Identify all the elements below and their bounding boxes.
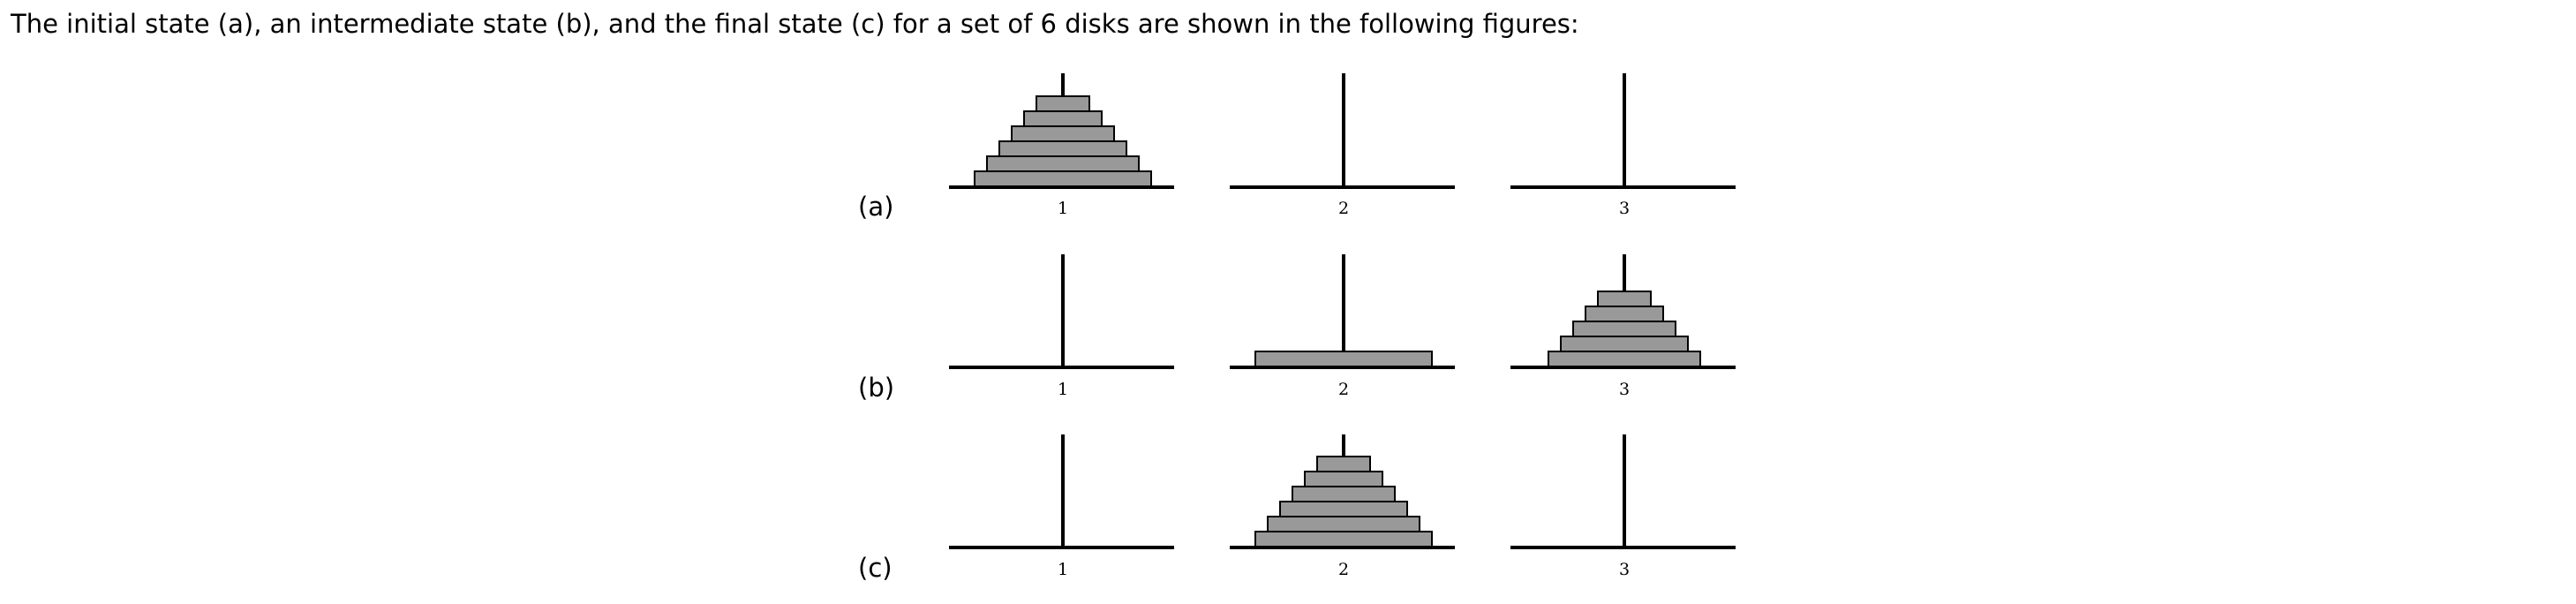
- disk-1: [1597, 291, 1652, 307]
- peg-label: 3: [1619, 380, 1630, 399]
- disk-2: [1023, 110, 1103, 127]
- disk-2: [1585, 306, 1664, 322]
- intro-text: The initial state (a), an intermediate s…: [11, 9, 1579, 39]
- disk-5: [1267, 516, 1420, 532]
- disk-6: [1254, 351, 1433, 367]
- disk-1: [1316, 456, 1371, 472]
- peg-label: 2: [1338, 380, 1349, 399]
- peg-label: 2: [1338, 199, 1349, 218]
- state-label-a: (a): [858, 192, 894, 222]
- disk-2: [1304, 471, 1383, 487]
- peg-label: 1: [1058, 560, 1068, 579]
- disk-4: [1560, 336, 1689, 352]
- peg-label: 3: [1619, 560, 1630, 579]
- state-label-b: (b): [858, 373, 895, 403]
- disk-5: [1548, 351, 1701, 367]
- peg-label: 2: [1338, 560, 1349, 579]
- disk-1: [1036, 95, 1090, 112]
- state-label-c: (c): [858, 553, 893, 583]
- peg-label: 1: [1058, 380, 1068, 399]
- peg-label: 3: [1619, 199, 1630, 218]
- disk-5: [986, 155, 1140, 172]
- peg-label: 1: [1058, 199, 1068, 218]
- disk-3: [1572, 321, 1676, 337]
- disk-4: [998, 140, 1127, 157]
- disk-3: [1011, 125, 1115, 142]
- disk-3: [1292, 486, 1396, 502]
- disk-6: [1254, 531, 1433, 547]
- disk-6: [974, 170, 1152, 187]
- disk-4: [1279, 501, 1408, 517]
